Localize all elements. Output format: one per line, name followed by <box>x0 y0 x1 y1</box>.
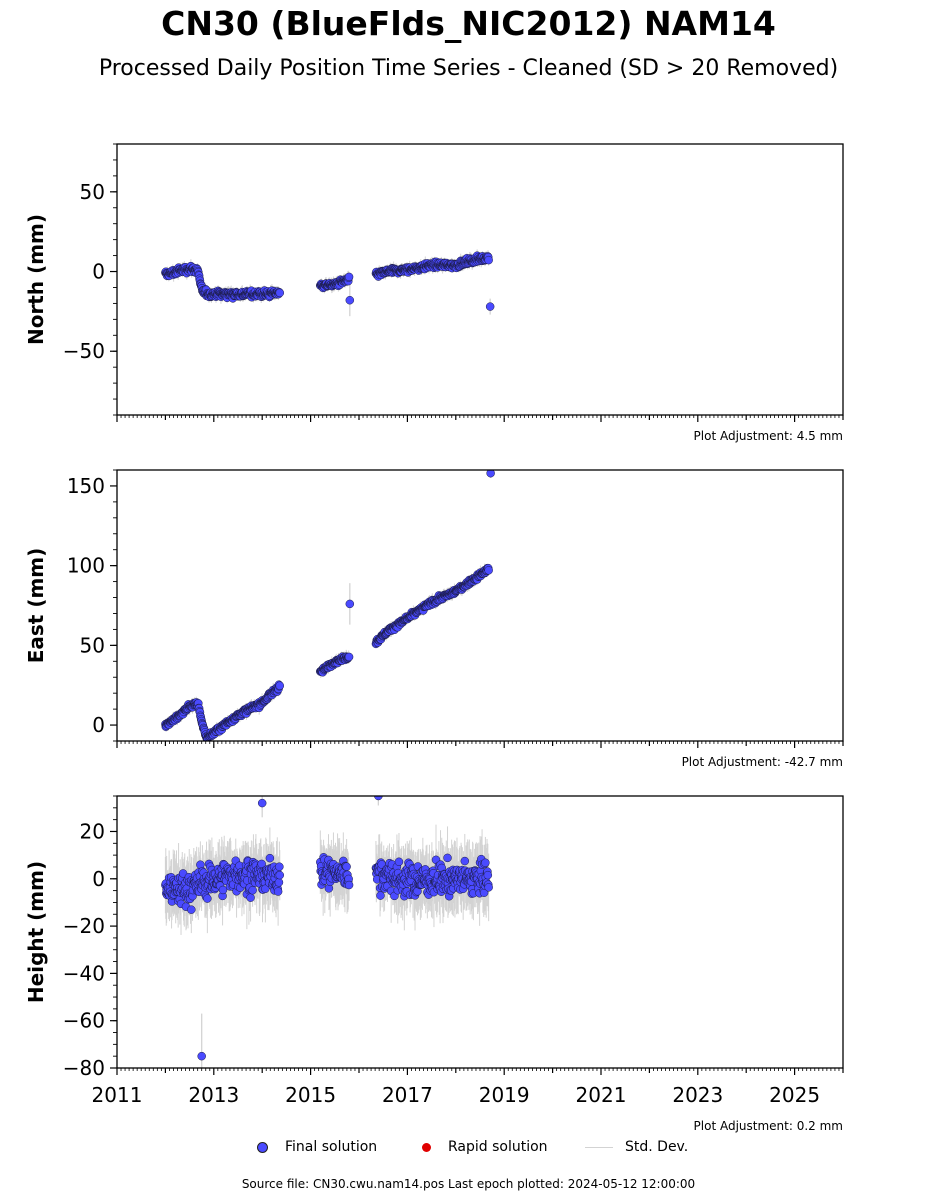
data-layer <box>161 796 493 1068</box>
y-tick-label: −60 <box>63 1009 105 1033</box>
legend-rapid-label: Rapid solution <box>448 1139 548 1155</box>
y-axis-label: East (mm) <box>24 548 48 664</box>
final-solution-point <box>344 272 354 282</box>
std-dev-line-icon <box>585 1146 613 1148</box>
outlier-point <box>197 1051 206 1061</box>
y-tick-label: 50 <box>80 633 105 657</box>
final-solution-point <box>484 255 493 265</box>
outlier-point <box>257 798 267 808</box>
plot-frame <box>116 143 844 416</box>
outlier-point <box>345 599 355 609</box>
y-axis-ticks: 50 0 −50 <box>63 143 117 416</box>
legend-final-label: Final solution <box>285 1139 378 1155</box>
final-solution-point <box>394 857 404 867</box>
panel-2: 150 100 50 0 East (mm) Plot Adjustment: -42.7… <box>24 469 844 769</box>
panel-1: 50 0 −50 North (mm) Plot Adjustment: 4.5 mm <box>24 143 844 443</box>
x-axis-ticks <box>116 1068 844 1075</box>
x-axis-ticks <box>116 415 844 422</box>
y-axis-ticks: 150 100 50 0 <box>67 469 117 742</box>
data-layer <box>161 249 495 317</box>
outlier-point <box>486 470 495 478</box>
final-solution-point <box>481 858 490 868</box>
y-tick-label: 20 <box>80 819 105 843</box>
final-solution-point <box>344 880 354 890</box>
chart-subtitle: Processed Daily Position Time Series - C… <box>98 56 839 81</box>
legend: Final solution Rapid solution Std. Dev. <box>0 1137 937 1157</box>
final-solution-point <box>443 853 452 863</box>
y-tick-label: 50 <box>80 180 105 204</box>
rapid-solution-marker-icon <box>422 1142 431 1152</box>
final-solution-point <box>484 566 493 575</box>
y-tick-label: −80 <box>63 1056 105 1080</box>
final-solution-point <box>483 870 493 880</box>
outlier-point <box>345 295 355 305</box>
final-solution-point <box>187 905 196 914</box>
final-solution-points <box>161 251 495 311</box>
plot-adjustment-note: Plot Adjustment: -42.7 mm <box>682 755 843 769</box>
legend-stddev-label: Std. Dev. <box>625 1139 689 1155</box>
y-axis-label: North (mm) <box>24 214 48 345</box>
outlier-point <box>485 302 495 311</box>
final-solution-point <box>484 883 493 892</box>
final-solution-point <box>265 853 275 863</box>
final-solution-point <box>275 288 285 298</box>
y-tick-label: 150 <box>67 474 105 498</box>
x-tick-label: 2019 <box>479 1083 530 1107</box>
final-solution-point <box>246 893 255 902</box>
final-solution-marker-icon <box>257 1141 268 1153</box>
legend-stddev: Std. Dev. <box>585 1137 688 1157</box>
final-solution-points <box>161 470 495 741</box>
x-tick-label: 2021 <box>576 1083 627 1107</box>
final-solution-point <box>275 681 285 690</box>
source-footer: Source file: CN30.cwu.nam14.pos Last epo… <box>241 1177 696 1191</box>
final-solution-point <box>342 862 351 871</box>
plot-adjustment-note: Plot Adjustment: 4.5 mm <box>694 429 843 443</box>
data-layer <box>161 470 495 741</box>
x-tick-label: 2011 <box>92 1083 143 1107</box>
final-solution-point <box>218 885 228 895</box>
final-solution-point <box>274 878 284 887</box>
chart-title: CN30 (BlueFlds_NIC2012) NAM14 <box>161 4 776 43</box>
final-solution-point <box>460 856 470 866</box>
plot-adjustment-note: Plot Adjustment: 0.2 mm <box>694 1119 843 1133</box>
x-tick-label: 2025 <box>769 1083 820 1107</box>
y-tick-label: −20 <box>63 914 105 938</box>
y-axis-ticks: 20 0 −20 −40 −60 −80 <box>63 795 117 1080</box>
y-tick-label: 0 <box>92 867 105 891</box>
x-axis-ticks <box>116 741 844 748</box>
final-solution-point <box>248 886 257 895</box>
final-solution-point <box>275 862 284 871</box>
final-solution-point <box>273 887 283 896</box>
panel-3: 20 0 −20 −40 −60 −80 2011 2013 2015 2017 2019 2021 2… <box>24 795 844 1133</box>
y-tick-label: −40 <box>63 961 105 985</box>
final-solution-points <box>161 796 493 1061</box>
legend-final: Final solution <box>257 1137 377 1157</box>
y-axis-label: Height (mm) <box>24 861 48 1003</box>
final-solution-point <box>344 652 354 662</box>
y-tick-label: 0 <box>92 260 105 284</box>
plot-frame <box>116 469 844 742</box>
y-tick-label: 0 <box>92 713 105 737</box>
x-tick-label: 2017 <box>382 1083 433 1107</box>
y-tick-label: −50 <box>63 339 105 363</box>
final-solution-point <box>376 891 385 900</box>
x-tick-label: 2023 <box>672 1083 723 1107</box>
outlier-point <box>374 796 383 801</box>
final-solution-point <box>275 870 285 880</box>
x-tick-label: 2015 <box>285 1083 336 1107</box>
legend-rapid: Rapid solution <box>422 1137 548 1157</box>
final-solution-point <box>203 894 212 903</box>
std-dev-bars <box>164 796 490 1068</box>
std-dev-bars <box>164 470 492 741</box>
x-tick-label: 2013 <box>188 1083 239 1107</box>
y-tick-label: 100 <box>67 554 105 578</box>
